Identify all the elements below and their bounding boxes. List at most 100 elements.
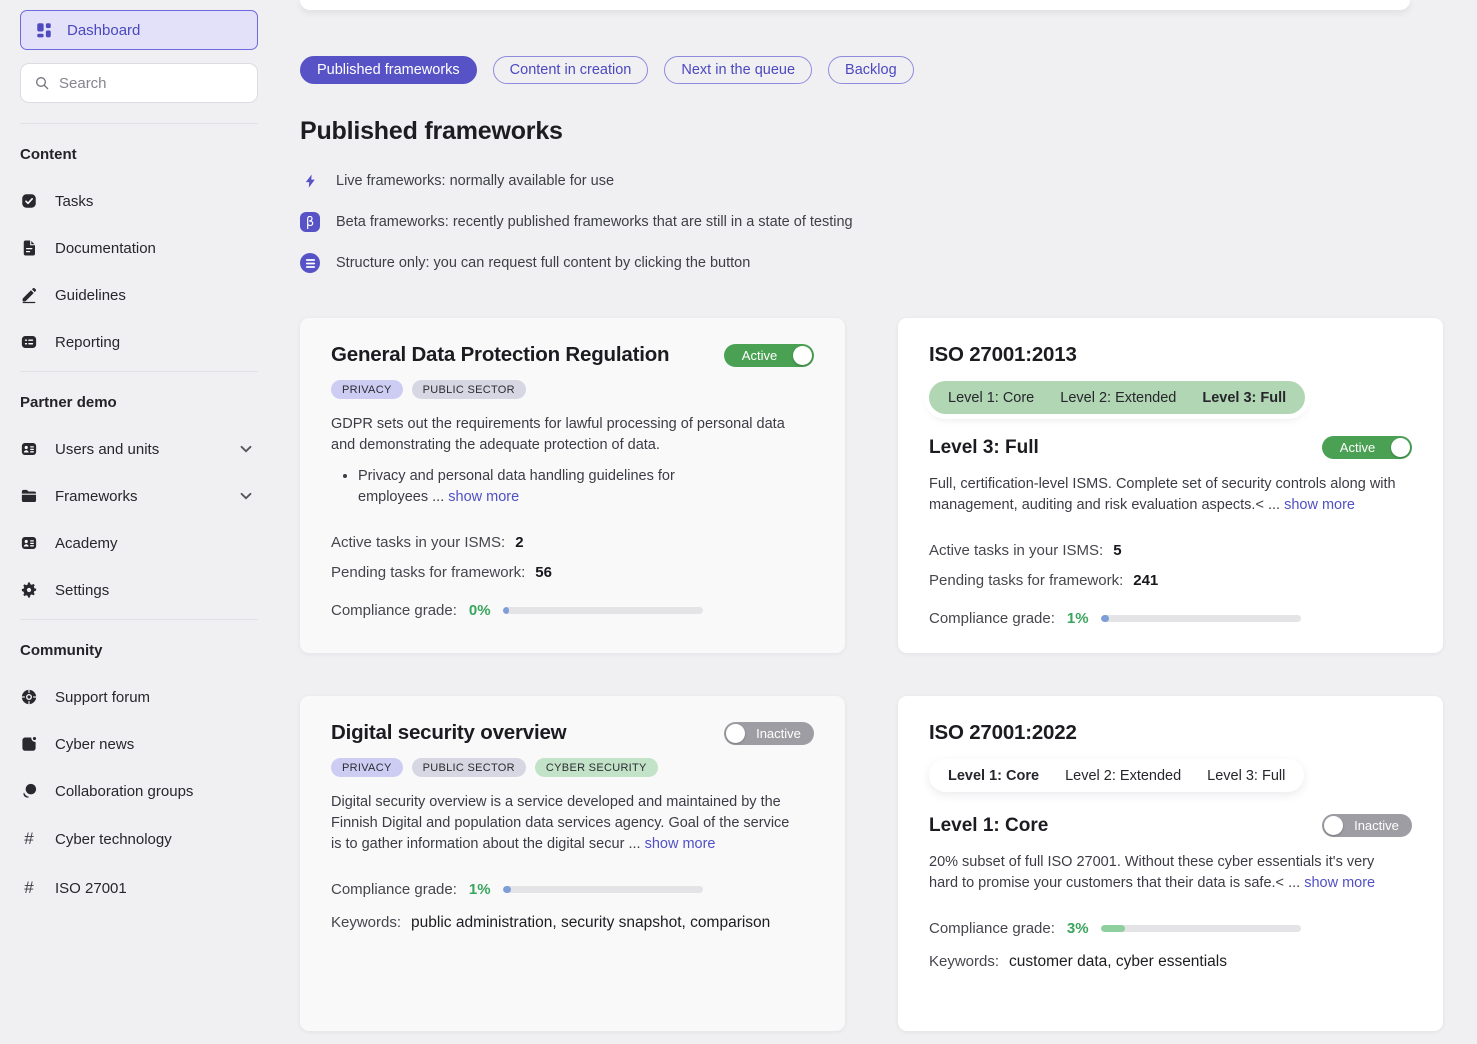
main-content: Published frameworks Content in creation… — [260, 0, 1477, 1044]
card-description: Full, certification-level ISMS. Complete… — [929, 476, 1396, 513]
chat-bubbles-icon — [20, 782, 38, 800]
legend-text: Live frameworks: normally available for … — [336, 173, 615, 189]
compliance-progress-fill — [502, 607, 509, 614]
sidebar-item-users-and-units[interactable]: Users and units — [20, 440, 258, 458]
search-input[interactable]: Search — [20, 63, 258, 103]
active-toggle[interactable]: Active — [1322, 436, 1412, 459]
sidebar-item-label: ISO 27001 — [55, 879, 127, 897]
keywords-stat: Keywords: public administration, security… — [331, 914, 771, 931]
news-icon — [20, 735, 38, 753]
compliance-progress-bar — [1100, 615, 1301, 622]
tab-backlog[interactable]: Backlog — [828, 56, 914, 84]
compliance-value: 1% — [1066, 610, 1089, 627]
sidebar-item-iso-27001[interactable]: # ISO 27001 — [20, 878, 258, 898]
active-toggle[interactable]: Active — [724, 343, 814, 367]
show-more-link[interactable]: show more — [644, 836, 716, 852]
lifebuoy-icon — [20, 688, 38, 706]
framework-card-digital-security: Digital security overview Inactive PRIVA… — [300, 696, 845, 1031]
reporting-icon — [20, 333, 38, 351]
legend-row-live: Live frameworks: normally available for … — [300, 171, 1477, 191]
active-toggle[interactable]: Inactive — [1322, 814, 1412, 837]
tag-privacy: PRIVACY — [331, 380, 403, 399]
tag-list: PRIVACY PUBLIC SECTOR CYBER SECURITY — [331, 758, 814, 777]
card-title: Digital security overview — [331, 721, 567, 744]
compliance-value: 0% — [468, 602, 491, 619]
tag-public-sector: PUBLIC SECTOR — [411, 380, 526, 399]
hash-icon: # — [24, 878, 34, 897]
legend-text: Structure only: you can request full con… — [336, 255, 751, 271]
dashboard-icon — [35, 21, 53, 39]
sidebar-item-label: Reporting — [55, 333, 121, 351]
level-option-core[interactable]: Level 1: Core — [948, 767, 1040, 784]
tab-published-frameworks[interactable]: Published frameworks — [300, 56, 477, 84]
sidebar-item-label: Guidelines — [55, 286, 126, 304]
chevron-down-icon[interactable] — [240, 445, 252, 453]
sidebar-item-reporting[interactable]: Reporting — [20, 333, 258, 351]
level-heading: Level 3: Full — [929, 436, 1039, 458]
tag-public-sector: PUBLIC SECTOR — [411, 758, 526, 777]
card-description: GDPR sets out the requirements for lawfu… — [331, 416, 785, 453]
sidebar-item-settings[interactable]: Settings — [20, 581, 258, 599]
sidebar-item-guidelines[interactable]: Guidelines — [20, 286, 258, 304]
toggle-knob — [1324, 816, 1343, 835]
sidebar-item-dashboard[interactable]: Dashboard — [20, 10, 258, 50]
level-option-core[interactable]: Level 1: Core — [948, 389, 1035, 406]
active-tasks-stat: Active tasks in your ISMS: 2 — [331, 534, 524, 551]
toggle-knob — [793, 345, 812, 365]
sidebar-item-collaboration-groups[interactable]: Collaboration groups — [20, 782, 258, 800]
sidebar-item-label: Users and units — [55, 440, 160, 458]
sidebar-item-frameworks[interactable]: Frameworks — [20, 487, 258, 505]
level-option-full[interactable]: Level 3: Full — [1207, 767, 1286, 784]
active-toggle[interactable]: Inactive — [724, 721, 814, 745]
framework-card-iso-2013: ISO 27001:2013 Level 1: Core Level 2: Ex… — [898, 318, 1443, 653]
sidebar-item-support-forum[interactable]: Support forum — [20, 688, 258, 706]
guidelines-icon — [20, 286, 38, 304]
card-title: ISO 27001:2013 — [929, 343, 1077, 366]
compliance-progress-bar — [1100, 925, 1301, 932]
level-option-full[interactable]: Level 3: Full — [1202, 389, 1287, 406]
tasks-icon — [20, 192, 38, 210]
compliance-progress-fill — [1100, 615, 1109, 622]
sidebar-item-tasks[interactable]: Tasks — [20, 192, 258, 210]
level-option-extended[interactable]: Level 2: Extended — [1060, 389, 1177, 406]
filter-tabs: Published frameworks Content in creation… — [300, 56, 1477, 84]
level-selector: Level 1: Core Level 2: Extended Level 3:… — [929, 381, 1306, 414]
toggle-label: Inactive — [756, 725, 801, 741]
sidebar-item-cyber-technology[interactable]: # Cyber technology — [20, 829, 258, 849]
beta-icon: β — [300, 212, 320, 232]
documentation-icon — [20, 239, 38, 257]
show-more-link[interactable]: show more — [1284, 497, 1355, 513]
sidebar-item-cyber-news[interactable]: Cyber news — [20, 735, 258, 753]
show-more-link[interactable]: show more — [1304, 875, 1376, 891]
compliance-progress-bar — [502, 607, 703, 614]
show-more-link[interactable]: show more — [448, 489, 520, 505]
legend-text: Beta frameworks: recently published fram… — [336, 214, 853, 230]
sidebar-item-label: Support forum — [55, 688, 151, 706]
keywords-stat: Keywords: customer data, cyber essentials — [929, 953, 1227, 970]
bullet-item: Privacy and personal data handling guide… — [358, 466, 708, 508]
divider — [20, 619, 258, 620]
compliance-grade-stat: Compliance grade: 1% — [331, 881, 814, 898]
search-icon — [33, 74, 51, 92]
tag-cyber-security: CYBER SECURITY — [534, 758, 658, 777]
active-tasks-stat: Active tasks in your ISMS: 5 — [929, 542, 1122, 559]
toggle-label: Inactive — [1354, 818, 1399, 833]
compliance-value: 1% — [468, 881, 491, 898]
card-title: ISO 27001:2022 — [929, 721, 1077, 744]
sidebar-item-label: Tasks — [55, 192, 94, 210]
level-selector: Level 1: Core Level 2: Extended Level 3:… — [929, 759, 1305, 792]
sidebar-item-academy[interactable]: Academy — [20, 534, 258, 552]
page-title: Published frameworks — [300, 117, 563, 145]
divider — [20, 371, 258, 372]
tab-next-in-the-queue[interactable]: Next in the queue — [664, 56, 813, 84]
framework-card-iso-2022: ISO 27001:2022 Level 1: Core Level 2: Ex… — [898, 696, 1443, 1031]
tag-privacy: PRIVACY — [331, 758, 403, 777]
chevron-down-icon[interactable] — [240, 492, 252, 500]
sidebar-item-label: Documentation — [55, 239, 156, 257]
level-option-extended[interactable]: Level 2: Extended — [1065, 767, 1182, 784]
sidebar-item-label: Settings — [55, 581, 110, 599]
pending-tasks-stat: Pending tasks for framework: 241 — [929, 572, 1159, 589]
level-heading: Level 1: Core — [929, 814, 1049, 836]
tab-content-in-creation[interactable]: Content in creation — [492, 56, 649, 84]
sidebar-item-documentation[interactable]: Documentation — [20, 239, 258, 257]
